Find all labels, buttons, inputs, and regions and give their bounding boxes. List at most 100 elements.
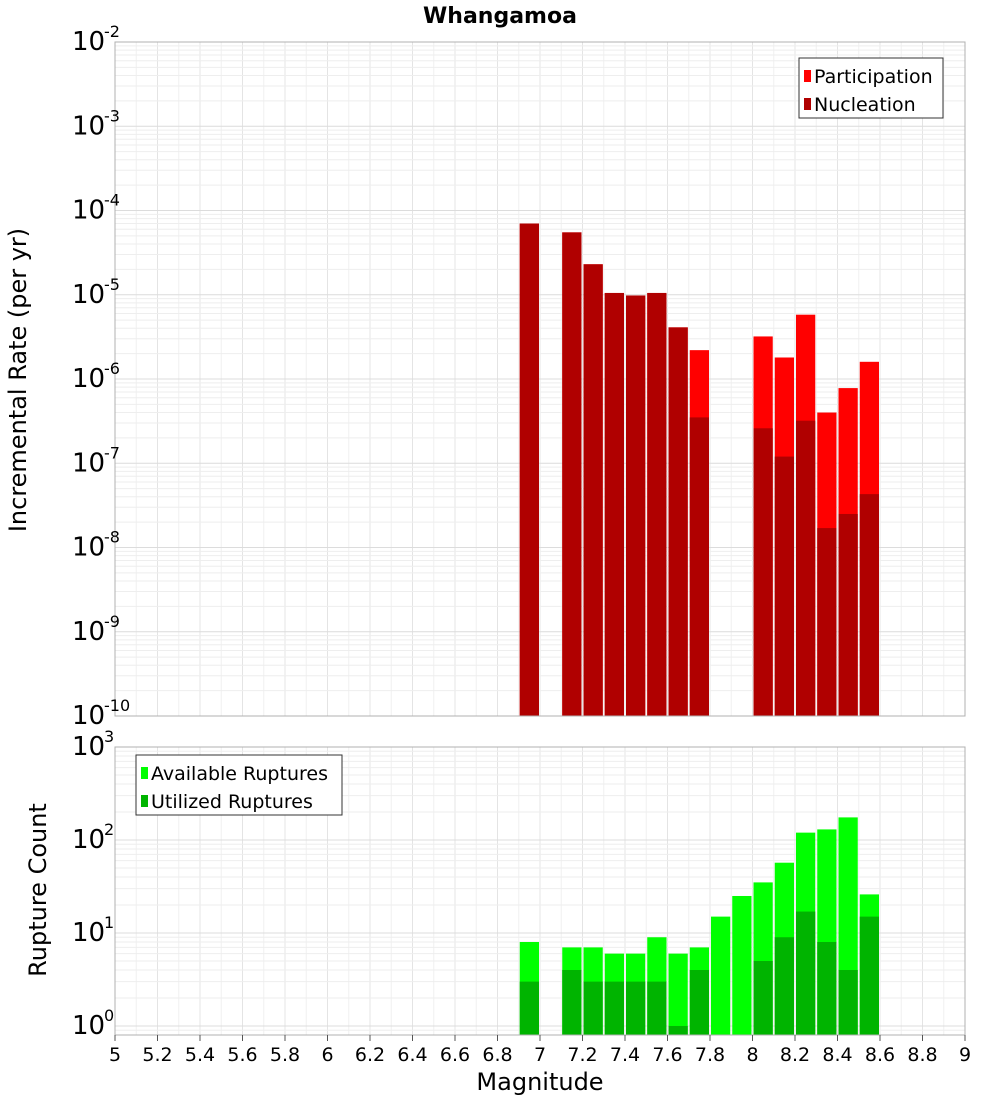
count-bars (519, 817, 879, 1035)
y-tick-label: 10 (72, 732, 105, 762)
x-tick-label: 6.6 (440, 1044, 470, 1066)
legend-box (135, 754, 343, 816)
y-tick-label: 10 (72, 280, 105, 310)
y-tick-label: 10 (72, 701, 105, 731)
y-tick-exponent: -8 (104, 528, 120, 547)
legend-swatch (141, 767, 148, 779)
x-tick-label: 8 (746, 1044, 758, 1066)
y-tick-label: 10 (72, 617, 105, 647)
x-tick-label: 8.4 (822, 1044, 852, 1066)
utilized-ruptures-bar (796, 911, 816, 1035)
y-tick-exponent: -2 (104, 22, 120, 41)
y-tick-label: 10 (72, 196, 105, 226)
x-tick-label: 7.4 (610, 1044, 640, 1066)
y-tick-label: 10 (72, 448, 105, 478)
y-tick-label: 10 (72, 27, 105, 57)
x-tick-label: 8.8 (907, 1044, 937, 1066)
y-tick-exponent: 0 (104, 1006, 114, 1025)
available-ruptures-bar (668, 953, 688, 1035)
y-tick-label: 10 (72, 364, 105, 394)
x-tick-label: 5.4 (185, 1044, 215, 1066)
top-y-axis-label: Incremental Rate (per yr) (4, 228, 32, 532)
legend-swatch (804, 70, 811, 82)
utilized-ruptures-bar (817, 942, 837, 1035)
count-legend: Available Ruptures Utilized Ruptures (135, 754, 343, 816)
x-tick-label: 6.8 (482, 1044, 512, 1066)
nucleation-bar (774, 456, 794, 716)
legend-swatch (804, 98, 811, 110)
y-tick-label: 10 (72, 533, 105, 563)
available-ruptures-bar (711, 916, 731, 1035)
x-tick-label: 7 (534, 1044, 546, 1066)
plot-frame (114, 41, 966, 717)
y-tick-exponent: 1 (104, 913, 114, 932)
nucleation-bar (647, 292, 667, 716)
rate-legend: Participation Nucleation (798, 57, 944, 119)
nucleation-bar (817, 528, 837, 716)
y-tick-label: 10 (72, 1011, 105, 1041)
y-tick-exponent: -10 (104, 696, 130, 715)
x-tick-label: 5 (109, 1044, 121, 1066)
nucleation-bar (753, 428, 773, 716)
utilized-ruptures-bar (859, 916, 879, 1035)
y-tick-label: 10 (72, 918, 105, 948)
legend-entry: Nucleation (814, 94, 916, 116)
x-tick-label: 7.6 (652, 1044, 682, 1066)
nucleation-bar (519, 223, 539, 717)
x-tick-label: 6.2 (355, 1044, 385, 1066)
x-tick-label: 6 (321, 1044, 333, 1066)
x-tick-label: 7.2 (567, 1044, 597, 1066)
legend-entry: Available Ruptures (151, 763, 328, 785)
utilized-ruptures-bar (562, 969, 582, 1035)
utilized-ruptures-bar (604, 981, 624, 1035)
x-axis-label: Magnitude (476, 1068, 603, 1096)
y-tick-exponent: 3 (104, 727, 114, 746)
utilized-ruptures-bar (626, 981, 646, 1035)
y-tick-label: 10 (72, 825, 105, 855)
nucleation-bar (838, 513, 858, 716)
nucleation-bar (626, 295, 646, 716)
nucleation-bar (668, 327, 688, 716)
legend-swatch (141, 795, 148, 807)
utilized-ruptures-bar (668, 1025, 688, 1035)
x-tick-label: 8.6 (865, 1044, 895, 1066)
utilized-ruptures-bar (689, 969, 709, 1035)
x-tick-label: 5.8 (270, 1044, 300, 1066)
legend-entry: Utilized Ruptures (151, 791, 313, 813)
x-tick-label: 6.4 (397, 1044, 427, 1066)
utilized-ruptures-bar (753, 960, 773, 1035)
utilized-ruptures-bar (774, 937, 794, 1035)
y-tick-exponent: -5 (104, 275, 120, 294)
utilized-ruptures-bar (519, 981, 539, 1035)
rate-panel: 10-1010-910-810-710-610-510-410-310-2Par… (72, 22, 966, 731)
utilized-ruptures-bar (583, 981, 603, 1035)
nucleation-bar (689, 417, 709, 716)
y-tick-exponent: -7 (104, 443, 120, 462)
legend-box (798, 57, 944, 119)
nucleation-bar (562, 232, 582, 716)
bottom-y-axis-label: Rupture Count (24, 803, 52, 977)
y-tick-exponent: -3 (104, 106, 120, 125)
x-ticks: 5 5.2 5.4 5.6 5.8 6 6.2 6.4 6.6 6.8 7 7.2 7.4 7.6 7.8 8… (109, 1035, 971, 1066)
x-tick-label: 5.2 (142, 1044, 172, 1066)
legend-entry: Participation (814, 66, 933, 88)
nucleation-bar (604, 292, 624, 716)
chart-title: Whangamoa (423, 4, 577, 29)
x-tick-label: 8.2 (780, 1044, 810, 1066)
nucleation-bar (583, 264, 603, 716)
rate-bars (519, 223, 879, 717)
nucleation-bar (796, 420, 816, 716)
y-tick-label: 10 (72, 111, 105, 141)
y-tick-exponent: 2 (104, 820, 114, 839)
nucleation-bar (859, 494, 879, 716)
y-tick-exponent: -6 (104, 359, 120, 378)
utilized-ruptures-bar (647, 981, 667, 1035)
x-tick-label: 9 (959, 1044, 971, 1066)
utilized-ruptures-bar (838, 969, 858, 1035)
available-ruptures-bar (732, 895, 752, 1035)
